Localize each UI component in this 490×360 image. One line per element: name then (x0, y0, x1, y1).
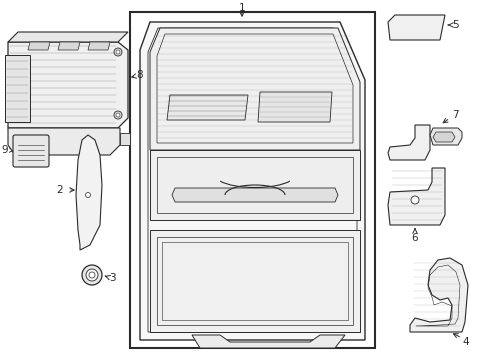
Polygon shape (258, 92, 332, 122)
Polygon shape (8, 32, 128, 42)
Bar (130, 12, 375, 348)
Polygon shape (388, 15, 445, 40)
FancyBboxPatch shape (13, 135, 49, 167)
Polygon shape (140, 22, 365, 340)
Polygon shape (150, 150, 360, 220)
Text: 2: 2 (57, 185, 63, 195)
Text: 7: 7 (452, 110, 458, 120)
Circle shape (116, 50, 120, 54)
Polygon shape (172, 188, 338, 202)
Circle shape (411, 196, 419, 204)
Text: 9: 9 (1, 145, 8, 155)
Polygon shape (430, 128, 462, 145)
Polygon shape (192, 335, 345, 348)
Polygon shape (8, 42, 128, 128)
Text: 1: 1 (239, 3, 245, 13)
Polygon shape (167, 95, 248, 120)
Polygon shape (410, 258, 468, 332)
Text: 6: 6 (412, 233, 418, 243)
Circle shape (85, 193, 91, 198)
Polygon shape (388, 125, 430, 160)
Polygon shape (8, 128, 120, 155)
Bar (120, 133, 130, 145)
Polygon shape (150, 230, 360, 332)
Circle shape (89, 272, 95, 278)
Text: 4: 4 (463, 337, 469, 347)
Polygon shape (58, 42, 80, 50)
Polygon shape (433, 132, 455, 142)
Circle shape (86, 269, 98, 281)
Polygon shape (5, 55, 30, 122)
Polygon shape (388, 168, 445, 225)
Polygon shape (76, 135, 102, 250)
Circle shape (114, 48, 122, 56)
Circle shape (116, 113, 120, 117)
Text: 5: 5 (452, 20, 458, 30)
Polygon shape (88, 42, 110, 50)
Circle shape (82, 265, 102, 285)
Text: 8: 8 (137, 70, 143, 80)
Circle shape (114, 111, 122, 119)
Polygon shape (150, 28, 360, 150)
Polygon shape (28, 42, 50, 50)
Text: 3: 3 (109, 273, 115, 283)
